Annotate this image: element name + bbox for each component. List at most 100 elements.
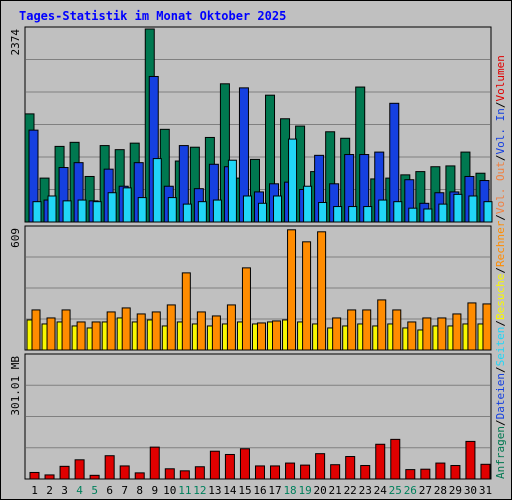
x-tick-label-day-22: 22	[344, 484, 357, 497]
bar-volumen-day-11	[179, 470, 190, 480]
bar-rechner-day-10	[166, 304, 176, 351]
bar-rechner-day-25	[392, 309, 402, 351]
bar-volumen-day-4	[74, 459, 85, 480]
bar-volumen-day-12	[194, 466, 205, 480]
bar-volumen-day-6	[104, 455, 115, 480]
bar-volumen-day-23	[360, 465, 371, 480]
x-tick-label-day-21: 21	[329, 484, 342, 497]
bar-rechner-day-30	[467, 302, 477, 351]
bar-rechner-day-19	[302, 241, 312, 351]
y-max-label-requests: 2374	[9, 29, 22, 56]
bar-volumen-day-21	[330, 464, 341, 480]
x-tick-label-day-2: 2	[46, 484, 53, 497]
x-tick-label-day-11: 11	[178, 484, 191, 497]
bar-seiten-day-28	[438, 203, 448, 223]
bar-rechner-day-1	[31, 309, 41, 351]
bar-seiten-day-13	[212, 199, 222, 223]
bar-seiten-day-17	[273, 195, 283, 223]
bar-volumen-day-10	[164, 468, 175, 480]
bar-seiten-day-25	[393, 201, 403, 223]
legend-entry: Anfragen	[494, 426, 507, 479]
bar-volumen-day-15	[239, 448, 250, 480]
bar-rechner-day-14	[226, 304, 236, 351]
x-tick-label-day-1: 1	[31, 484, 38, 497]
chart-title: Tages-Statistik im Monat Oktober 2025	[19, 9, 286, 23]
legend-entry: /	[494, 214, 507, 221]
x-tick-label-day-12: 12	[193, 484, 206, 497]
legend-entry: Seiten	[494, 327, 507, 367]
x-tick-label-day-24: 24	[374, 484, 388, 497]
bar-seiten-day-14	[227, 159, 237, 223]
x-tick-label-day-9: 9	[151, 484, 158, 497]
legend-entry: /	[494, 267, 507, 274]
bar-volumen-day-19	[300, 464, 311, 480]
legend-entry: /	[494, 320, 507, 327]
bar-volumen-day-3	[59, 465, 70, 480]
x-tick-label-day-30: 30	[464, 484, 477, 497]
x-tick-label-day-7: 7	[121, 484, 128, 497]
bar-volumen-day-13	[209, 450, 220, 480]
x-tick-label-day-13: 13	[208, 484, 221, 497]
bar-seiten-day-6	[107, 192, 117, 223]
bar-seiten-day-26	[408, 207, 418, 223]
bar-rechner-day-20	[317, 231, 327, 351]
bar-rechner-day-12	[196, 311, 206, 351]
y-max-label-visits: 609	[9, 228, 22, 248]
bar-seiten-day-31	[483, 201, 493, 223]
bar-rechner-day-21	[332, 317, 342, 351]
bar-volumen-day-16	[254, 465, 265, 480]
bar-rechner-day-4	[76, 321, 86, 351]
bar-seiten-day-21	[333, 206, 343, 223]
bar-seiten-day-10	[167, 197, 177, 223]
legend-entry: Dateien	[494, 373, 507, 419]
x-tick-label-day-10: 10	[163, 484, 176, 497]
x-tick-label-day-18: 18	[283, 484, 296, 497]
x-tick-label-day-16: 16	[253, 484, 266, 497]
bar-seiten-day-9	[152, 158, 162, 223]
bar-seiten-day-11	[182, 203, 192, 223]
bar-seiten-day-23	[363, 206, 373, 223]
bar-rechner-day-22	[347, 309, 357, 351]
bar-volumen-day-20	[315, 453, 326, 480]
x-tick-label-day-27: 27	[419, 484, 432, 497]
bar-seiten-day-1	[32, 201, 42, 223]
bar-volumen-day-25	[390, 438, 401, 480]
bar-rechner-day-13	[211, 315, 221, 351]
legend-entry: /	[494, 366, 507, 373]
bar-seiten-day-3	[62, 200, 72, 223]
bar-rechner-day-11	[181, 272, 191, 351]
bar-volumen-day-24	[375, 443, 386, 480]
bar-rechner-day-18	[287, 229, 297, 351]
legend-entry: Besuche	[494, 274, 507, 320]
bar-seiten-day-22	[348, 206, 358, 223]
bar-volumen-day-27	[420, 468, 431, 480]
x-tick-label-day-14: 14	[223, 484, 237, 497]
bar-seiten-day-2	[47, 195, 57, 223]
legend-entry: /	[494, 419, 507, 426]
bar-volumen-day-30	[465, 440, 476, 480]
bar-volumen-day-9	[149, 446, 160, 480]
legend-entry: Vol. Out	[494, 161, 507, 214]
legend-right: Anfragen/Dateien/Seiten/Besuche/Rechner/…	[494, 55, 507, 479]
bar-rechner-day-15	[241, 267, 251, 351]
bar-rechner-day-7	[121, 307, 131, 351]
bar-rechner-day-23	[362, 309, 372, 351]
x-tick-label-day-20: 20	[314, 484, 327, 497]
bar-rechner-day-29	[452, 313, 462, 351]
bar-seiten-day-30	[468, 195, 478, 223]
bar-volumen-day-29	[450, 465, 461, 480]
bar-seiten-day-8	[137, 197, 147, 223]
bar-volumen-day-26	[405, 469, 416, 480]
bar-rechner-day-24	[377, 299, 387, 351]
bar-rechner-day-3	[61, 309, 71, 351]
bar-rechner-day-28	[437, 317, 447, 351]
legend-entry: Vol. In	[494, 108, 507, 154]
x-tick-label-day-26: 26	[404, 484, 417, 497]
bar-seiten-day-4	[77, 199, 87, 223]
bar-rechner-day-2	[46, 317, 56, 351]
bar-volumen-day-8	[134, 472, 145, 480]
bar-seiten-day-5	[92, 201, 102, 223]
bar-volumen-day-14	[224, 453, 235, 480]
